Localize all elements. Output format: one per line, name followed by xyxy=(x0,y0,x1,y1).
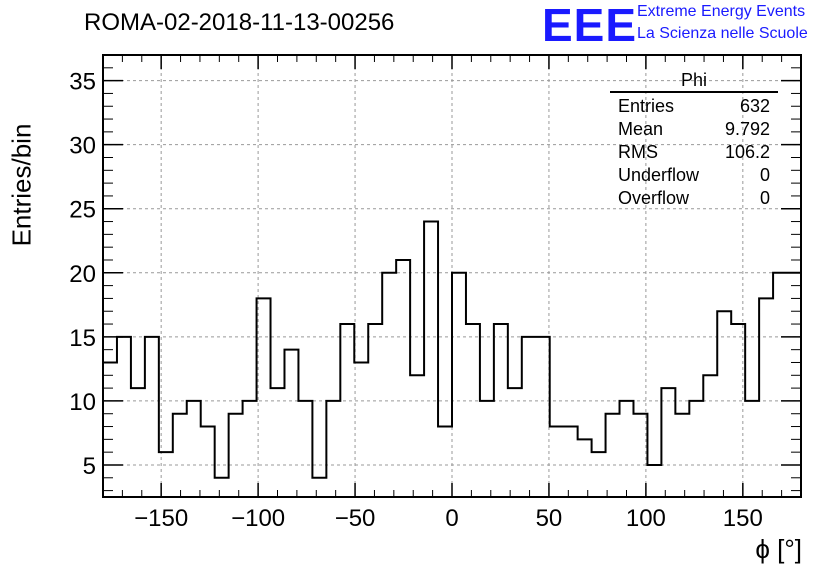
histogram-bin xyxy=(326,401,340,497)
x-tick-label: 150 xyxy=(723,505,763,532)
histogram-series xyxy=(103,220,801,479)
histogram-bin xyxy=(522,337,536,497)
y-tick-label: 30 xyxy=(69,133,96,160)
y-tick-label: 35 xyxy=(69,69,96,96)
y-tick-label: 5 xyxy=(83,453,96,480)
run-title: ROMA-02-2018-11-13-00256 xyxy=(84,9,395,36)
histogram-bin xyxy=(284,350,298,497)
x-tick-label: −150 xyxy=(134,505,188,532)
histogram-bin xyxy=(578,439,592,497)
histogram-bin xyxy=(187,401,201,497)
histogram-bin xyxy=(340,324,354,497)
y-tick-label: 15 xyxy=(69,325,96,352)
y-tick-label: 10 xyxy=(69,389,96,416)
x-tick-label: 50 xyxy=(536,505,563,532)
y-tick-label: 25 xyxy=(69,197,96,224)
histogram-bin xyxy=(661,388,675,497)
histogram-bin xyxy=(494,324,508,497)
histogram-bin xyxy=(452,273,466,497)
histogram-bin xyxy=(243,401,257,497)
stats-row: RMS 106.2 xyxy=(610,141,778,164)
histogram-bin xyxy=(759,298,773,497)
axis-tick-labels: −150 −100 −50 0 50 100 150 5 10 15 20 25 30 35 xyxy=(69,69,763,532)
histogram-bin xyxy=(620,401,634,497)
histogram-bin xyxy=(354,362,368,497)
histogram-bin xyxy=(382,273,396,497)
histogram-bin xyxy=(201,427,215,497)
stats-value: 632 xyxy=(739,96,770,116)
histogram-bin xyxy=(131,388,145,497)
histogram-bin xyxy=(312,478,326,497)
histogram-bin xyxy=(508,388,522,497)
histogram-bin xyxy=(731,324,745,497)
stats-title: Phi xyxy=(610,70,778,93)
histogram-bin xyxy=(466,324,480,497)
histogram-bin xyxy=(298,401,312,497)
stats-label: Underflow xyxy=(618,165,700,185)
eee-subtitle-line2: La Scienza nelle Scuole xyxy=(637,25,808,42)
histogram-bin xyxy=(396,260,410,497)
histogram-bin xyxy=(703,375,717,497)
histogram-bin xyxy=(215,478,229,497)
y-axis-label-wrap: Entries/bin xyxy=(2,110,42,260)
histogram-bin xyxy=(536,337,550,497)
histogram-bin xyxy=(787,273,801,497)
histogram-bin xyxy=(173,414,187,497)
histogram-bin xyxy=(271,388,285,497)
histogram-bin xyxy=(675,414,689,497)
histogram-bin xyxy=(592,452,606,497)
x-tick-label: −100 xyxy=(231,505,285,532)
histogram-bin xyxy=(773,273,787,497)
eee-logo: EEE xyxy=(542,0,638,51)
stats-row: Underflow 0 xyxy=(610,164,778,187)
x-tick-label: 100 xyxy=(626,505,666,532)
histogram-bin xyxy=(647,465,661,497)
histogram-bin xyxy=(480,401,494,497)
x-tick-label: −50 xyxy=(335,505,376,532)
histogram-bin xyxy=(438,427,452,497)
x-axis-label: ϕ [°] xyxy=(755,534,802,564)
histogram-bin xyxy=(689,401,703,497)
stats-value: 0 xyxy=(759,165,770,185)
stats-row: Overflow 0 xyxy=(610,187,778,210)
stats-label: Mean xyxy=(618,119,664,139)
histogram-bin xyxy=(257,298,271,497)
histogram-bin xyxy=(424,222,438,497)
histogram-bin xyxy=(229,414,243,497)
stats-label: Overflow xyxy=(618,188,690,208)
histogram-bin xyxy=(550,427,564,497)
histogram-bin xyxy=(717,311,731,497)
stats-label: RMS xyxy=(618,142,658,162)
histogram-bin xyxy=(606,414,620,497)
stats-value: 106.2 xyxy=(724,142,770,162)
axis-ticks xyxy=(102,54,802,497)
histogram-bin xyxy=(117,337,131,497)
histogram-bin xyxy=(368,324,382,497)
stats-label: Entries xyxy=(618,96,675,116)
stats-box: Phi Entries 632 Mean 9.792 RMS 106.2 Underf… xyxy=(610,70,778,210)
stats-value: 9.792 xyxy=(724,119,770,139)
histogram-bin xyxy=(145,337,159,497)
histogram-bin xyxy=(745,401,759,497)
histogram-bin xyxy=(410,375,424,497)
stats-row: Mean 9.792 xyxy=(610,118,778,141)
histogram-bin xyxy=(564,427,578,497)
y-axis-label: Entries/bin xyxy=(6,123,37,247)
x-tick-label: 0 xyxy=(445,505,458,532)
y-tick-label: 20 xyxy=(69,261,96,288)
stats-row: Entries 632 xyxy=(610,95,778,118)
stats-value: 0 xyxy=(759,188,770,208)
histogram-bin xyxy=(103,362,117,497)
eee-subtitle-line1: Extreme Energy Events xyxy=(637,3,806,20)
